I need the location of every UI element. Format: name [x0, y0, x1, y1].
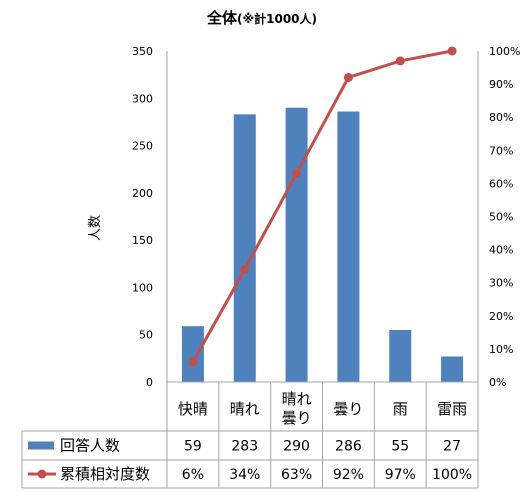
x-tick-label: 晴れ	[230, 400, 260, 418]
cumulative-point	[395, 56, 405, 66]
y2-tick-label: 60%	[489, 177, 513, 190]
cumulative-point	[240, 264, 250, 274]
table-value-cumulative: 34%	[229, 467, 260, 483]
y2-tick-label: 100%	[489, 45, 520, 58]
x-tick-label-line: 晴れ	[282, 390, 312, 408]
y-tick-label: 150	[132, 234, 153, 247]
chart-title: 全体(※計1000人)	[206, 9, 317, 27]
y2-tick-label: 0%	[489, 376, 506, 389]
y-tick-label: 50	[139, 329, 153, 342]
plot-area: 0 50 100 150 200 250 300 350 0% 10% 20% 30% 40% 50% 60…	[21, 45, 520, 489]
x-tick-label: 曇り	[333, 400, 363, 418]
y-tick-label: 200	[132, 187, 153, 200]
table-value-count: 27	[443, 439, 461, 455]
table-value-count: 283	[231, 439, 258, 455]
cumulative-point	[447, 46, 457, 56]
table-value-count: 290	[283, 439, 310, 455]
bar	[233, 114, 256, 382]
y2-tick-label: 20%	[489, 310, 513, 323]
y2-tick-label: 50%	[489, 211, 513, 224]
table-value-cumulative: 92%	[333, 467, 364, 483]
table-value-cumulative: 6%	[182, 467, 204, 483]
table-value-cumulative: 63%	[281, 467, 312, 483]
table-value-count: 286	[335, 439, 362, 455]
cumulative-line	[191, 49, 453, 363]
legend-bar-key	[28, 441, 54, 450]
y2-tick-label: 70%	[489, 144, 513, 157]
legend-line-marker	[37, 469, 47, 479]
chart-title-main: 全体	[206, 9, 238, 27]
x-tick-label-line: 曇り	[282, 409, 312, 427]
legend-label-line: 累積相対度数	[60, 465, 150, 483]
table-value-count: 55	[391, 439, 409, 455]
table-value-cumulative: 97%	[385, 467, 416, 483]
table-value-count: 59	[184, 439, 202, 455]
bar	[337, 111, 360, 383]
bar	[285, 107, 308, 382]
y-tick-label: 250	[132, 140, 153, 153]
x-tick-label: 快晴	[178, 400, 208, 418]
cumulative-point	[292, 168, 302, 178]
y-axis-label: 人数	[88, 215, 103, 241]
chart-title-sub: (※計1000人)	[237, 11, 317, 26]
y2-tick-label: 90%	[489, 78, 513, 91]
bar	[181, 326, 204, 382]
y-tick-label: 350	[132, 45, 153, 58]
x-tick-label: 晴れ曇り	[282, 390, 312, 427]
cumulative-point	[343, 72, 353, 82]
y-tick-label: 0	[146, 376, 153, 389]
bar	[441, 356, 464, 382]
y-tick-label: 100	[132, 281, 153, 294]
y-tick-label: 300	[132, 92, 153, 105]
cumulative-point	[188, 357, 198, 367]
bar	[389, 329, 412, 382]
table-value-cumulative: 100%	[432, 467, 472, 483]
y2-tick-label: 40%	[489, 244, 513, 257]
y2-tick-label: 80%	[489, 111, 513, 124]
x-tick-label: 雨	[393, 400, 408, 418]
x-tick-label: 雷雨	[437, 400, 467, 418]
legend-label-bars: 回答人数	[60, 437, 120, 455]
y2-tick-label: 30%	[489, 277, 513, 290]
y2-tick-label: 10%	[489, 343, 513, 356]
